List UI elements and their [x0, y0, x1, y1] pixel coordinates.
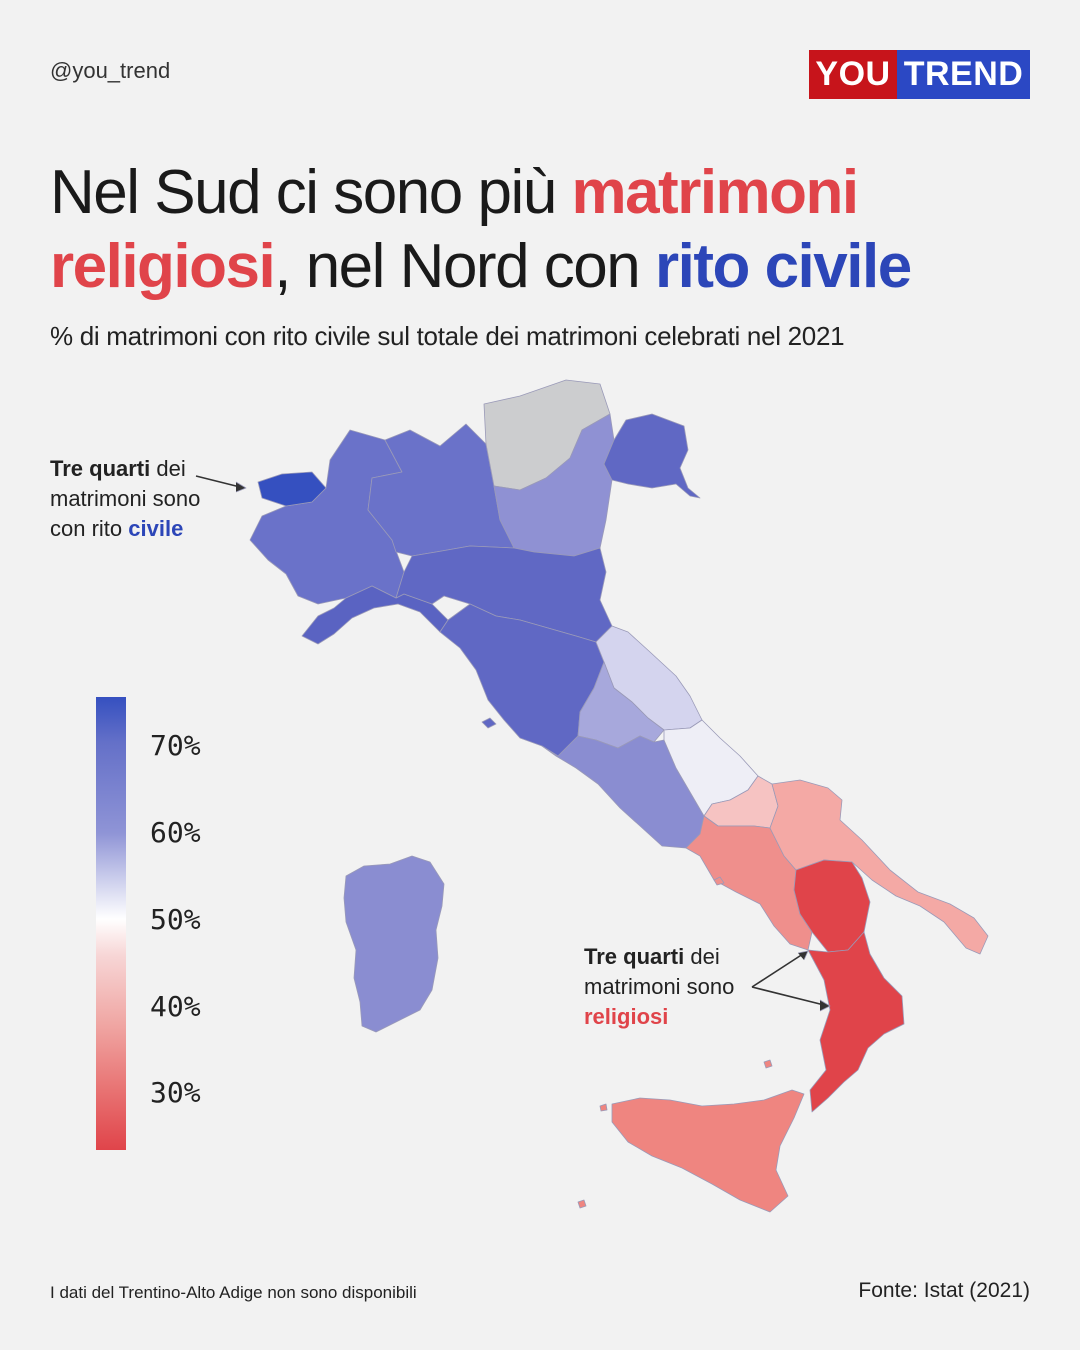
title-part2: , nel Nord con: [274, 232, 655, 301]
region-calabria: [807, 931, 905, 1113]
region-sardegna: [343, 855, 445, 1033]
title-part1: Nel Sud ci sono più: [50, 158, 572, 227]
annotation-south-bold: Tre quarti: [584, 944, 685, 969]
source-credit: Fonte: Istat (2021): [858, 1279, 1030, 1302]
annotation-south-rest: dei: [684, 944, 720, 969]
region-puglia: [769, 779, 989, 955]
legend-tick-70: 70%: [150, 729, 201, 762]
legend-tick-30: 30%: [150, 1076, 201, 1109]
island-egadi: [599, 1103, 608, 1112]
annotation-north-line2: matrimoni sono: [50, 486, 201, 511]
title-highlight-religious: matrimoni religiosi: [50, 158, 859, 301]
island-lipari: [763, 1059, 773, 1069]
annotation-north-civile: civile: [128, 516, 184, 541]
island-pantelleria: [577, 1199, 587, 1209]
account-handle: @you_trend: [50, 58, 171, 83]
annotation-north: Tre quarti dei matrimoni sono con rito c…: [50, 454, 200, 544]
annotation-north-line3a: con rito: [50, 516, 129, 541]
youtrend-logo: YOU TREND: [809, 50, 1030, 99]
page-title: Nel Sud ci sono più matrimoni religiosi,…: [50, 156, 1050, 304]
arrow-north: [195, 475, 247, 493]
region-valle-daosta: [257, 471, 327, 507]
island-elba: [481, 717, 497, 729]
annotation-south: Tre quarti dei matrimoni sono religiosi: [584, 942, 734, 1032]
footnote: I dati del Trentino-Alto Adige non sono …: [50, 1283, 417, 1302]
subtitle: % di matrimoni con rito civile sul total…: [50, 321, 845, 351]
island-ischia: [713, 876, 725, 886]
legend-tick-40: 40%: [150, 990, 201, 1023]
region-friuli-venezia-giulia: [603, 413, 701, 499]
legend-tick-60: 60%: [150, 816, 201, 849]
legend-color-bar: [96, 697, 126, 1150]
arrow-south: [751, 950, 831, 1012]
logo-trend: TREND: [897, 50, 1030, 99]
logo-you: YOU: [809, 50, 897, 99]
title-highlight-civil: rito civile: [654, 232, 912, 301]
annotation-south-line2: matrimoni sono: [584, 974, 735, 999]
annotation-north-rest: dei: [150, 456, 186, 481]
legend-tick-50: 50%: [150, 903, 201, 936]
annotation-north-bold: Tre quarti: [50, 456, 151, 481]
region-sicilia: [611, 1089, 805, 1213]
annotation-south-religiosi: religiosi: [584, 1004, 669, 1029]
